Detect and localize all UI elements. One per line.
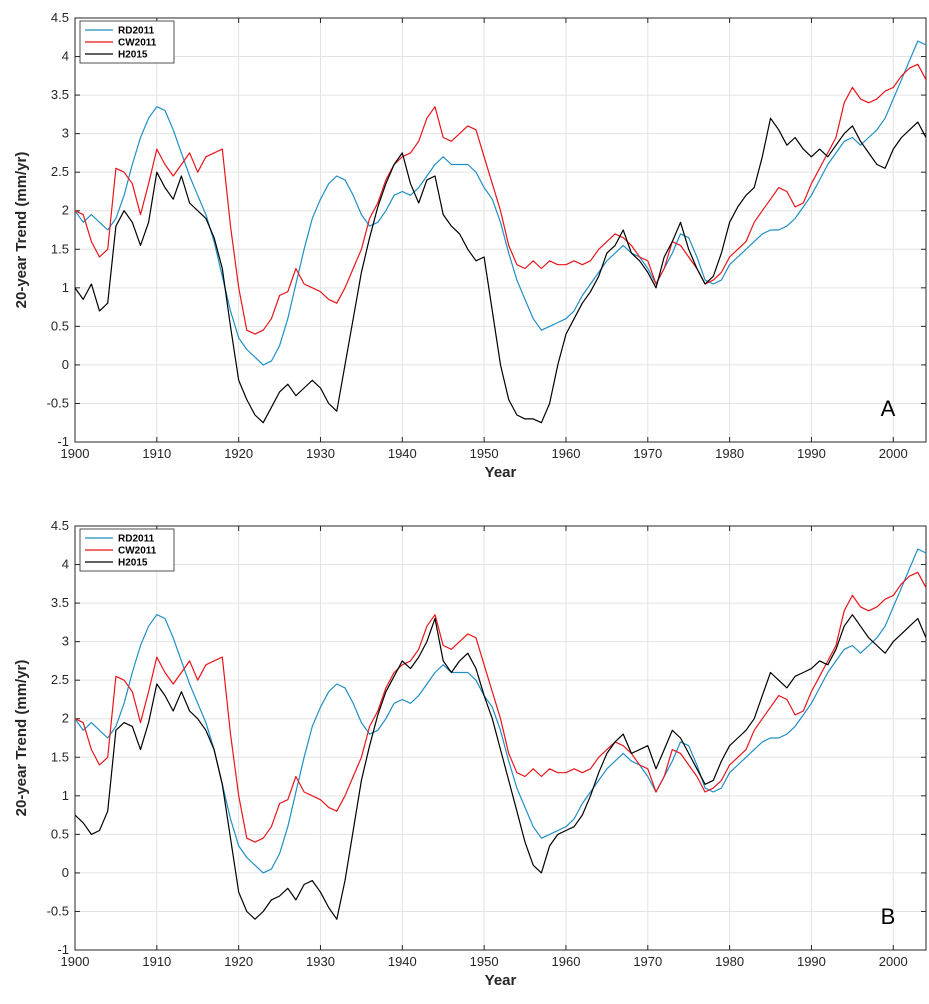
- chart-panel-b: 1900 1910 1920 1930 1940 1950 1960 1970 1980 1990…: [13, 518, 927, 989]
- x-axis-title: Year: [485, 972, 517, 989]
- x-tick-label: 1940: [388, 446, 417, 461]
- legend-label-h2015: H2015: [118, 50, 148, 61]
- x-tick-label: 1930: [306, 446, 335, 461]
- x-tick-label: 1980: [715, 954, 744, 969]
- y-tick-label: 3.5: [51, 87, 69, 102]
- series-line-cw2011: [75, 63, 926, 335]
- x-tick-label: 1960: [552, 954, 581, 969]
- x-tick-label: 1970: [633, 446, 662, 461]
- x-tick-label: 2000: [879, 446, 908, 461]
- x-tick-label: 1900: [61, 446, 90, 461]
- y-axis-title: 20-year Trend (mm/yr): [13, 152, 30, 309]
- x-tick-label: 1920: [224, 954, 253, 969]
- chart-panel-a: 1900 1910 1920 1930 1940 1950 1960 1970 1980 1990…: [13, 10, 927, 481]
- x-tick-label: 1930: [306, 954, 335, 969]
- y-tick-label: 4: [62, 557, 69, 572]
- y-tick-label: 2: [62, 711, 69, 726]
- y-tick-label: 3: [62, 126, 69, 141]
- x-tick-label: 1910: [142, 446, 171, 461]
- panel-label: A: [881, 396, 896, 421]
- series-line-rd2011: [75, 40, 926, 366]
- y-tick-label: 2.5: [51, 164, 69, 179]
- y-tick-label: 1.5: [51, 749, 69, 764]
- x-tick-label: 1940: [388, 954, 417, 969]
- legend-label-rd2011: RD2011: [118, 26, 155, 37]
- series-line-h2015: [75, 117, 926, 424]
- y-tick-label: 1: [62, 788, 69, 803]
- plot-area: [74, 525, 927, 951]
- x-tick-label: 1980: [715, 446, 744, 461]
- y-tick-label: 2.5: [51, 672, 69, 687]
- legend-label-rd2011: RD2011: [118, 534, 155, 545]
- x-tick-label: 1950: [470, 446, 499, 461]
- y-tick-label: 4: [62, 49, 69, 64]
- legend-label-h2015: H2015: [118, 558, 148, 569]
- y-tick-label: 4.5: [51, 10, 69, 25]
- legend-label-cw2011: CW2011: [118, 546, 157, 557]
- x-axis-title: Year: [485, 464, 517, 481]
- x-tick-label: 1990: [797, 446, 826, 461]
- series-line-cw2011: [75, 571, 926, 843]
- y-tick-label: -0.5: [47, 395, 69, 410]
- y-tick-label: 1: [62, 280, 69, 295]
- y-axis-title: 20-year Trend (mm/yr): [13, 660, 30, 817]
- x-tick-label: 1920: [224, 446, 253, 461]
- series-line-h2015: [75, 614, 926, 920]
- y-tick-label: -1: [57, 434, 69, 449]
- x-tick-label: 1900: [61, 954, 90, 969]
- y-tick-label: 1.5: [51, 241, 69, 256]
- y-tick-label: -1: [57, 942, 69, 957]
- y-tick-label: 0.5: [51, 826, 69, 841]
- x-tick-label: 1950: [470, 954, 499, 969]
- series-line-rd2011: [75, 548, 926, 874]
- y-tick-label: 0: [62, 865, 69, 880]
- y-tick-label: 3.5: [51, 595, 69, 610]
- x-tick-label: 1990: [797, 954, 826, 969]
- x-tick-label: 1960: [552, 446, 581, 461]
- y-tick-label: 0: [62, 357, 69, 372]
- panel-label: B: [881, 904, 896, 929]
- y-tick-label: -0.5: [47, 903, 69, 918]
- y-tick-label: 0.5: [51, 318, 69, 333]
- y-tick-label: 4.5: [51, 518, 69, 533]
- plot-area: [74, 17, 927, 443]
- y-tick-label: 3: [62, 634, 69, 649]
- legend-label-cw2011: CW2011: [118, 38, 157, 49]
- x-tick-label: 1910: [142, 954, 171, 969]
- x-tick-label: 2000: [879, 954, 908, 969]
- x-tick-label: 1970: [633, 954, 662, 969]
- y-tick-label: 2: [62, 203, 69, 218]
